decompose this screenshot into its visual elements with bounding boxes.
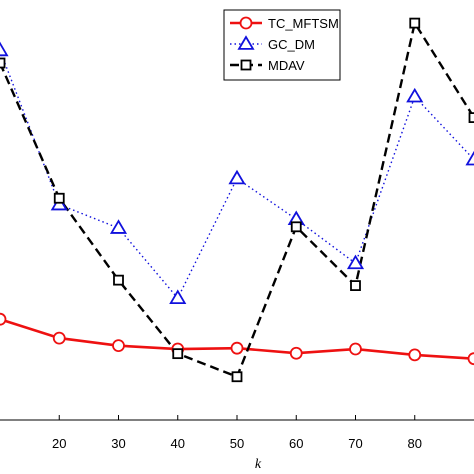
legend-marker-mdav [240,59,252,71]
x-axis-label: k [255,457,262,472]
data-point-mdav [0,57,6,69]
x-tick-label: 70 [348,436,362,451]
data-point-gc-dm [346,254,365,270]
x-tick-label: 40 [171,436,185,451]
data-point-gc-dm [109,219,128,234]
legend-marker-tc-mftsm [239,16,253,30]
legend-label-tc-mftsm: TC_MFTSM [268,16,339,31]
data-point-gc-dm [228,169,246,185]
data-point-gc-dm [169,289,187,305]
data-point-mdav [468,112,474,123]
data-point-tc-mftsm [112,339,125,353]
data-point-mdav [409,17,421,29]
legend: TC_MFTSM GC_DM MDAV [223,9,341,81]
data-point-tc-mftsm [0,312,7,326]
data-point-tc-mftsm [52,331,66,345]
data-point-gc-dm [465,150,474,166]
x-axis-ticks: 20 30 40 50 60 70 80 [52,415,422,451]
data-point-tc-mftsm [349,342,362,356]
data-point-tc-mftsm [408,348,422,362]
data-point-tc-mftsm [230,341,244,355]
plot-markers [0,17,474,383]
data-point-mdav [290,221,302,233]
x-tick-label: 50 [230,436,244,451]
data-point-mdav [172,348,184,360]
data-point-tc-mftsm [289,346,303,360]
data-point-gc-dm [406,87,424,103]
legend-marker-gc-dm [237,35,255,50]
data-point-mdav [113,274,124,286]
data-point-mdav [53,192,65,204]
legend-label-mdav: MDAV [268,58,305,73]
data-point-gc-dm [0,41,9,57]
data-point-tc-mftsm [467,352,474,366]
x-tick-label: 30 [111,436,125,451]
data-point-mdav [350,280,361,292]
x-tick-label: 80 [408,436,422,451]
x-tick-label: 60 [289,436,303,451]
legend-label-gc-dm: GC_DM [268,37,315,52]
x-tick-label: 20 [52,436,66,451]
data-point-mdav [231,371,243,383]
